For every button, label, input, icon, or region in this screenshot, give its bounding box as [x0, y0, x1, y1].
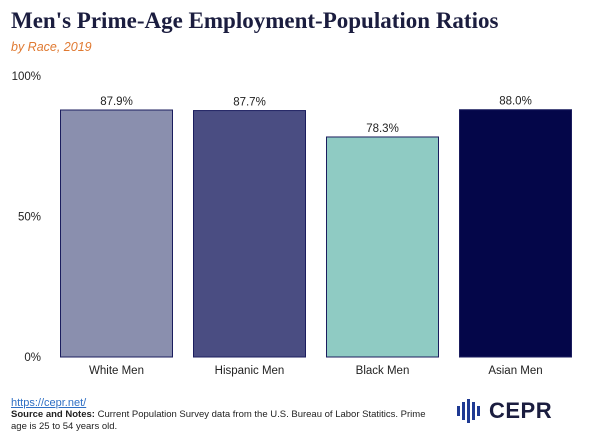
- source-notes: Source and Notes: Current Population Sur…: [11, 409, 441, 433]
- notes-text: Current Population Survey data from the …: [11, 409, 426, 432]
- source-link[interactable]: https://cepr.net/: [11, 397, 87, 409]
- bar-black-men: [326, 136, 439, 358]
- notes-label: Source and Notes:: [11, 409, 95, 420]
- chart-subtitle: by Race, 2019: [11, 40, 92, 54]
- y-tick-label: 0%: [24, 352, 41, 364]
- bar-hispanic-men: [193, 110, 306, 358]
- x-tick-label: Hispanic Men: [215, 365, 285, 377]
- cepr-logo: CEPR: [455, 398, 552, 424]
- cepr-logo-icon: [457, 399, 480, 423]
- bar-white-men: [60, 109, 173, 358]
- x-tick-label: White Men: [89, 365, 144, 377]
- bar-asian-men: [459, 109, 572, 358]
- y-tick-label: 100%: [12, 71, 41, 83]
- chart-title: Men's Prime-Age Employment-Population Ra…: [11, 8, 499, 33]
- y-tick-label: 50%: [18, 212, 41, 224]
- cepr-logo-text: CEPR: [489, 398, 553, 423]
- x-tick-label: Asian Men: [488, 365, 542, 377]
- bar-value-label: 88.0%: [499, 96, 532, 108]
- x-tick-label: Black Men: [356, 365, 410, 377]
- bar-value-label: 87.9%: [100, 96, 133, 108]
- bar-value-label: 78.3%: [366, 123, 399, 135]
- bar-value-label: 87.7%: [233, 97, 266, 109]
